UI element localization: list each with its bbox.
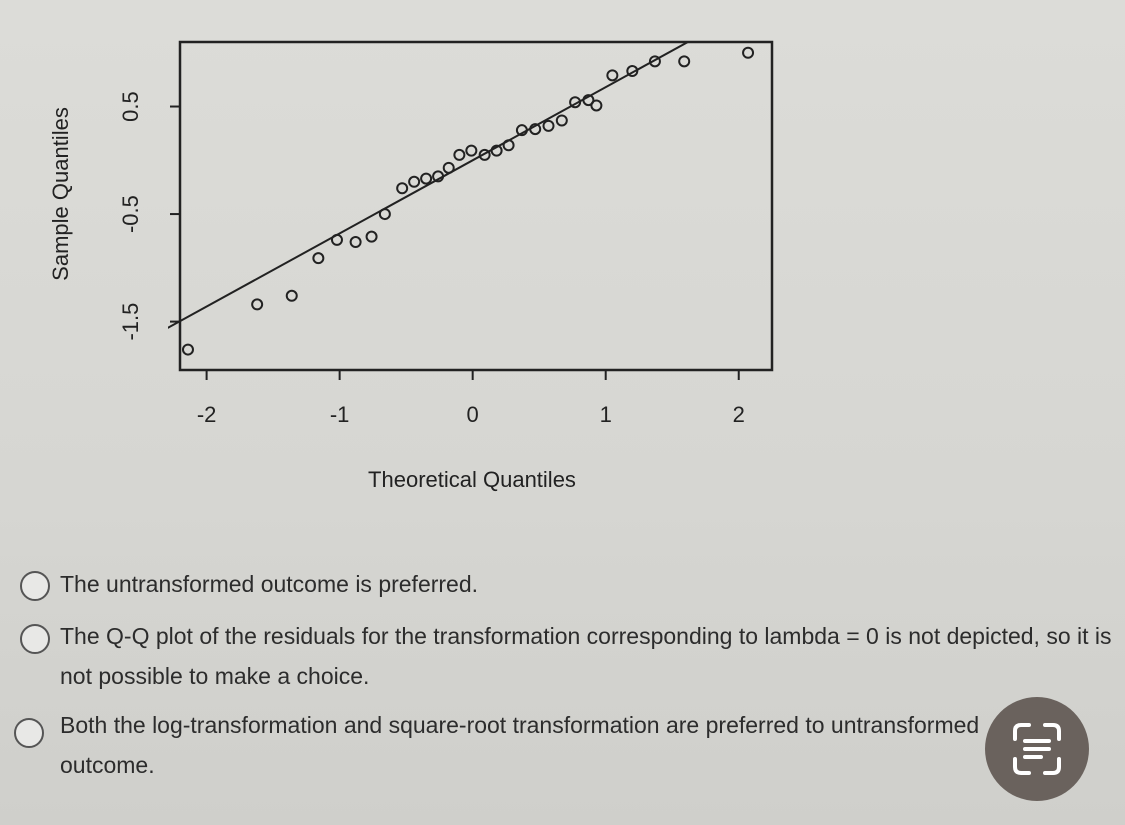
point	[465, 144, 478, 157]
point	[396, 182, 409, 195]
point	[285, 289, 298, 302]
scan-icon	[1013, 723, 1061, 775]
radio-button[interactable]	[14, 718, 44, 748]
chart: Theoretical Quantiles Sample Quantiles -…	[48, 40, 774, 492]
x-tick-label: 1	[600, 402, 612, 427]
point	[590, 99, 603, 112]
point	[502, 139, 515, 152]
point	[742, 46, 755, 59]
point	[453, 148, 466, 161]
reference-line	[168, 42, 690, 329]
option-text[interactable]: The Q-Q plot of the residuals for the tr…	[60, 623, 1112, 689]
point	[312, 252, 325, 265]
point	[529, 123, 542, 136]
plot-frame	[178, 40, 774, 372]
point	[606, 69, 619, 82]
x-tick-label: 0	[467, 402, 479, 427]
option-text[interactable]: Both the log-transformation and square-r…	[60, 712, 980, 778]
point	[365, 230, 378, 243]
y-tick-label: 0.5	[118, 91, 143, 122]
point	[408, 175, 421, 188]
point	[251, 298, 264, 311]
scan-text-button[interactable]	[985, 697, 1089, 801]
point	[542, 119, 555, 132]
radio-button[interactable]	[20, 624, 50, 654]
point	[432, 170, 445, 183]
y-tick-label: -0.5	[118, 195, 143, 233]
radio-button[interactable]	[20, 571, 50, 601]
y-tick-label: -1.5	[118, 303, 143, 341]
point	[490, 144, 503, 157]
x-tick-label: -2	[197, 402, 217, 427]
point	[478, 148, 491, 161]
point	[626, 65, 639, 78]
x-axis-label: Theoretical Quantiles	[368, 467, 576, 492]
point	[181, 343, 194, 356]
y-axis-label: Sample Quantiles	[48, 107, 73, 281]
point	[330, 233, 343, 246]
point	[420, 172, 433, 185]
point	[648, 55, 661, 68]
x-tick-label: -1	[330, 402, 350, 427]
point	[378, 208, 391, 221]
point	[678, 55, 691, 68]
point	[569, 96, 582, 109]
x-tick-label: 2	[733, 402, 745, 427]
option-text[interactable]: The untransformed outcome is preferred.	[60, 571, 479, 597]
point	[349, 236, 362, 249]
point	[442, 161, 455, 174]
point	[555, 114, 568, 127]
point	[582, 94, 595, 107]
point	[515, 124, 528, 137]
